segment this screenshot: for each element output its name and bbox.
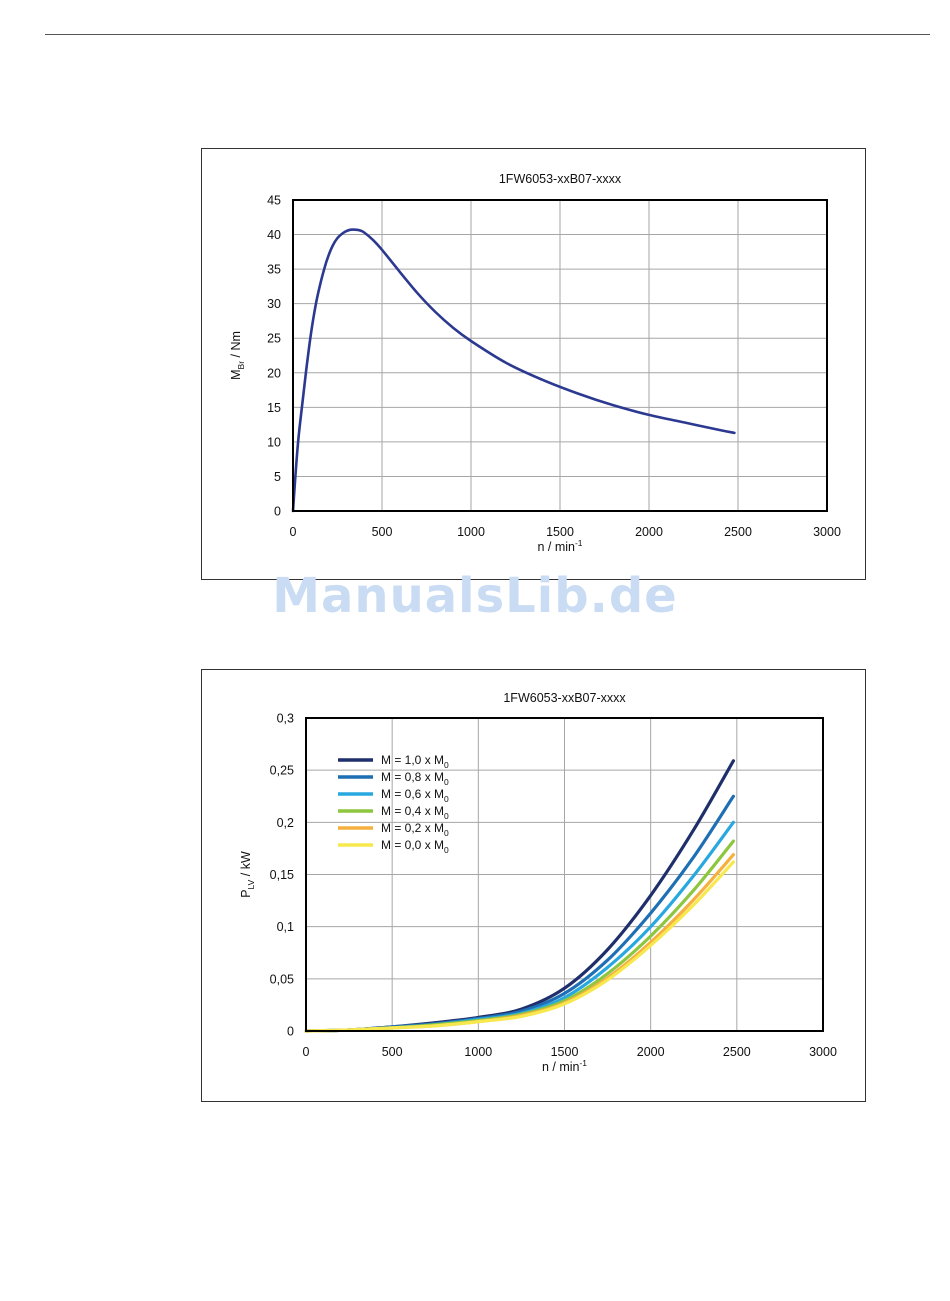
chart2-plot-area xyxy=(305,717,824,1032)
chart2-legend: M = 1,0 x M0M = 0,8 x M0M = 0,6 x M0M = … xyxy=(338,753,449,855)
chart1-x-tick-label: 500 xyxy=(372,525,393,539)
chart1-x-axis-label: n / min-1 xyxy=(537,538,582,554)
chart2-series-line-2 xyxy=(304,794,735,1033)
chart2-x-tick-label: 1500 xyxy=(551,1045,579,1059)
chart2-x-tick-label: 1000 xyxy=(464,1045,492,1059)
braking-torque-chart: 1FW6053-xxB07-xxxx 0 500 1000 1500 2000 2500 30… xyxy=(201,148,866,580)
chart2-legend-label: M = 0,8 x M0 xyxy=(381,770,449,787)
chart1-x-tick-label: 2000 xyxy=(635,525,663,539)
chart2-legend-label: M = 0,4 x M0 xyxy=(381,804,449,821)
chart2-y-tick-label: 0,3 xyxy=(277,712,294,726)
chart2-y-tick-label: 0 xyxy=(287,1025,294,1039)
chart1-title: 1FW6053-xxB07-xxxx xyxy=(499,172,622,186)
chart1-y-tick-label: 30 xyxy=(267,297,281,311)
chart2-series-line-1 xyxy=(304,759,735,1033)
chart1-y-tick-label: 0 xyxy=(274,505,281,519)
chart1-y-tick-label: 20 xyxy=(267,366,281,380)
braking-torque-chart-svg: 1FW6053-xxB07-xxxx 0 500 1000 1500 2000 2500 30… xyxy=(229,172,841,554)
chart2-y-axis-label: PLV / kW xyxy=(239,851,256,898)
chart1-y-axis-label: MBr / Nm xyxy=(229,331,246,380)
chart2-y-tick-label: 0,05 xyxy=(270,972,294,986)
chart2-x-tick-label: 2000 xyxy=(637,1045,665,1059)
chart2-y-tick-label: 0,1 xyxy=(277,920,294,934)
chart1-y-tick-label: 35 xyxy=(267,263,281,277)
chart1-y-tick-label: 5 xyxy=(274,470,281,484)
chart1-x-tick-label: 1500 xyxy=(546,525,574,539)
chart1-series-line-1 xyxy=(291,228,736,513)
chart2-x-tick-label: 3000 xyxy=(809,1045,837,1059)
chart1-y-tick-label: 45 xyxy=(267,194,281,208)
chart1-x-tick-label: 2500 xyxy=(724,525,752,539)
chart1-y-tick-label: 40 xyxy=(267,228,281,242)
chart1-plot-area xyxy=(292,199,828,512)
chart1-y-tick-label: 10 xyxy=(267,435,281,449)
chart1-x-tick-label: 3000 xyxy=(813,525,841,539)
chart1-x-tick-label: 1000 xyxy=(457,525,485,539)
chart2-series-line-5 xyxy=(304,853,735,1033)
chart2-x-axis-label: n / min-1 xyxy=(542,1058,587,1074)
chart1-x-tick-label: 0 xyxy=(290,525,297,539)
chart1-y-tick-label: 15 xyxy=(267,401,281,415)
chart2-y-tick-label: 0,15 xyxy=(270,868,294,882)
chart2-legend-label: M = 0,6 x M0 xyxy=(381,787,449,804)
power-loss-chart-svg: 1FW6053-xxB07-xxxx 0 500 1000 1500 2000 2500 30… xyxy=(239,691,837,1074)
chart1-y-tick-label: 25 xyxy=(267,332,281,346)
power-loss-chart: 1FW6053-xxB07-xxxx 0 500 1000 1500 2000 2500 30… xyxy=(201,669,866,1102)
chart2-y-tick-label: 0,25 xyxy=(270,764,294,778)
chart2-legend-label: M = 1,0 x M0 xyxy=(381,753,449,770)
chart2-legend-label: M = 0,2 x M0 xyxy=(381,821,449,838)
chart2-x-tick-label: 500 xyxy=(382,1045,403,1059)
chart2-y-tick-label: 0,2 xyxy=(277,816,294,830)
chart2-legend-label: M = 0,0 x M0 xyxy=(381,838,449,855)
chart2-x-tick-label: 0 xyxy=(303,1045,310,1059)
chart2-title: 1FW6053-xxB07-xxxx xyxy=(503,691,626,705)
watermark: ManualsLib.de xyxy=(272,568,678,624)
page-header-rule xyxy=(45,34,930,35)
chart2-x-tick-label: 2500 xyxy=(723,1045,751,1059)
chart2-series-line-6 xyxy=(304,860,735,1033)
